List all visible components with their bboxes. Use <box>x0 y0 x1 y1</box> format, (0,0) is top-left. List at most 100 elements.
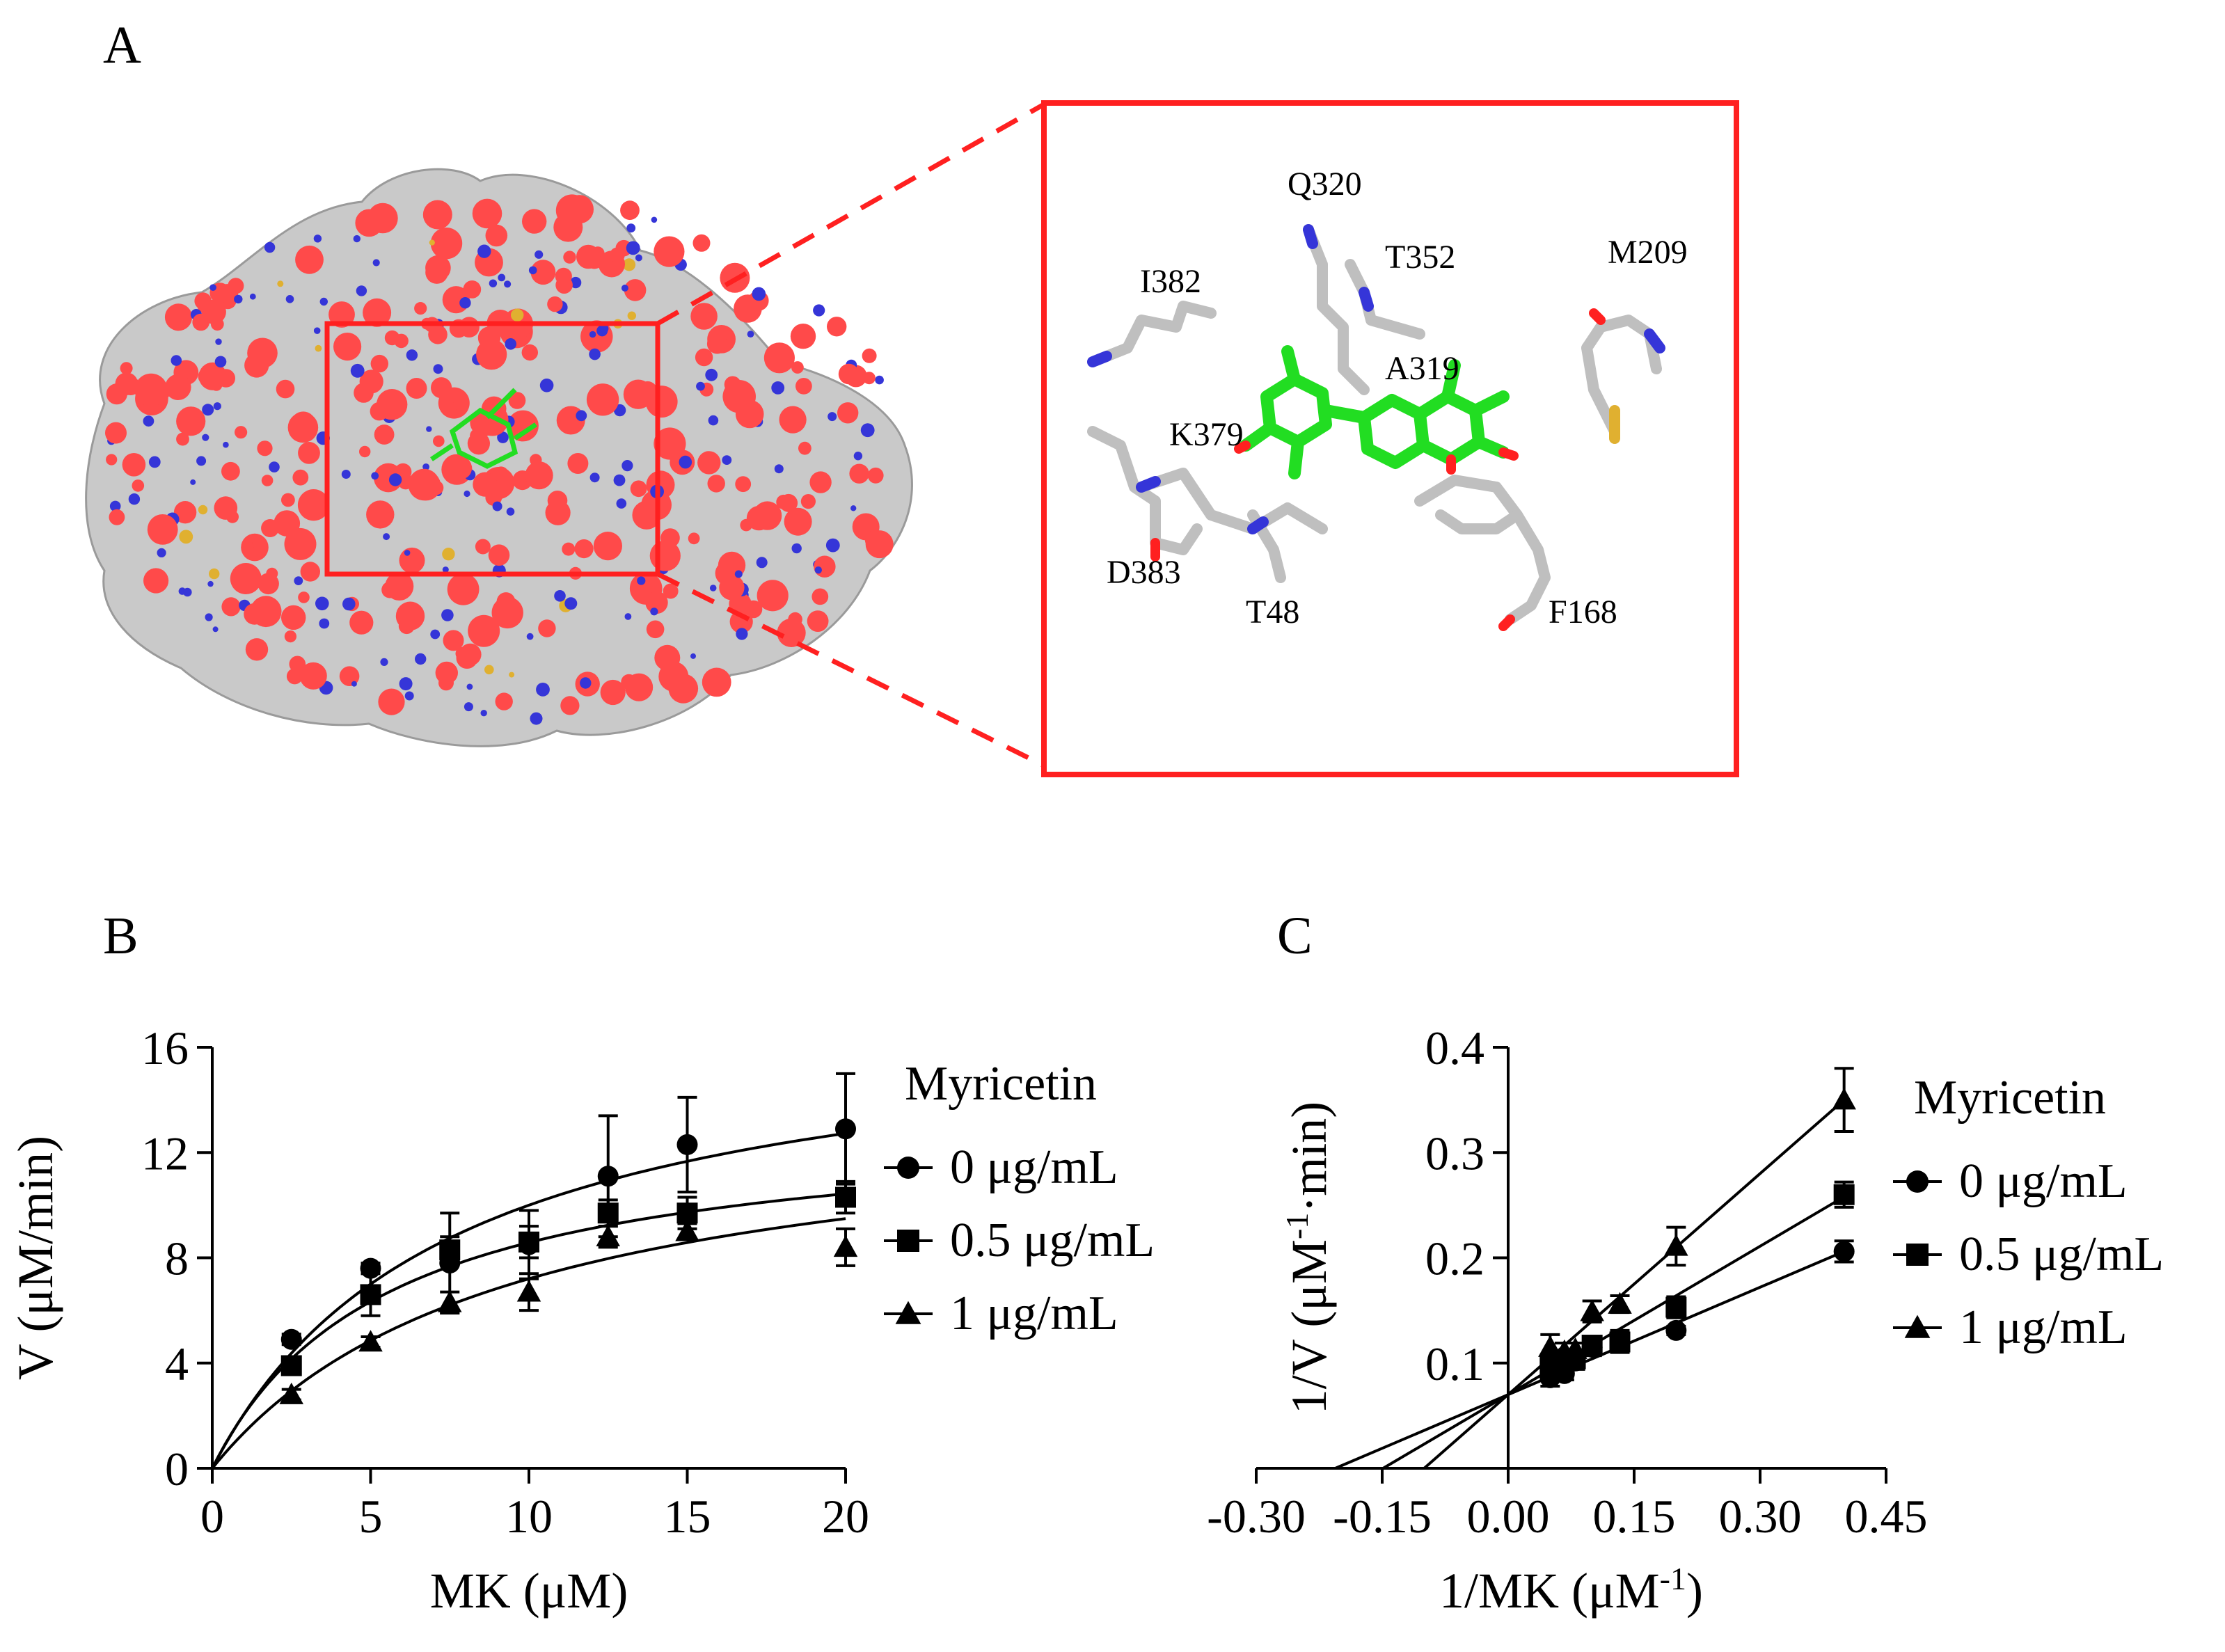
axis-title-end: ·min) <box>1281 1102 1337 1213</box>
surface-atom-patch <box>621 285 628 292</box>
surface-atom-patch <box>380 658 388 667</box>
panel-a-letter: A <box>103 16 141 74</box>
surface-atom-patch <box>692 234 711 252</box>
surface-atom-patch <box>547 296 563 312</box>
surface-atom-patch <box>328 301 355 328</box>
surface-atom-patch <box>319 297 328 306</box>
surface-atom-patch <box>333 333 362 361</box>
surface-atom-patch <box>426 426 432 432</box>
surface-atom-patch <box>299 662 327 690</box>
surface-atom-patch <box>383 533 390 541</box>
surface-atom-patch <box>109 500 121 512</box>
surface-atom-patch <box>860 423 875 438</box>
legend: Myricetin 0 μg/mL 0.5 μg/mL 1 μg/mL <box>884 1057 1155 1340</box>
surface-atom-patch <box>350 363 365 378</box>
surface-atom-patch <box>654 427 686 460</box>
surface-atom-patch <box>526 633 534 640</box>
surface-atom-patch <box>538 619 556 637</box>
x-tick-label: 10 <box>505 1490 553 1543</box>
surface-atom-patch <box>569 276 582 289</box>
data-point <box>516 1280 541 1302</box>
surface-atom-patch <box>250 596 282 628</box>
series-1 <box>1539 1180 1855 1377</box>
surface-atom-patch <box>593 532 623 561</box>
y-tick-label: 16 <box>141 1022 189 1074</box>
surface-atom-patch <box>485 224 508 247</box>
surface-atom-patch <box>498 273 506 282</box>
surface-atom-patch <box>342 597 356 611</box>
surface-atom-patch <box>475 539 491 555</box>
surface-atom-patch <box>422 463 429 470</box>
surface-atom-patch <box>372 259 380 267</box>
binding-site-box <box>324 321 660 577</box>
surface-atom-patch <box>261 475 274 486</box>
data-point <box>438 1290 462 1312</box>
surface-atom-patch <box>784 507 812 536</box>
surface-atom-patch <box>624 279 647 301</box>
residue-label: T48 <box>1246 594 1299 630</box>
surface-atom-patch <box>399 547 425 573</box>
surface-atom-patch <box>228 278 244 294</box>
surface-atom-patch <box>576 244 601 269</box>
surface-atom-patch <box>404 550 411 556</box>
surface-atom-patch <box>196 456 207 466</box>
surface-atom-patch <box>763 342 795 374</box>
legend-marker <box>1904 1315 1931 1338</box>
surface-atom-patch <box>213 402 221 411</box>
surface-atom-patch <box>226 510 239 523</box>
surface-atom-patch <box>849 463 869 484</box>
data-point <box>597 1202 619 1224</box>
surface-atom-patch <box>626 241 640 255</box>
surface-atom-patch <box>164 303 193 331</box>
surface-atom-patch <box>623 379 654 409</box>
series-1 <box>280 1180 856 1376</box>
surface-atom-patch <box>249 293 256 300</box>
surface-atom-patch <box>234 294 243 304</box>
legend-entry: 0 μg/mL <box>950 1141 1118 1194</box>
surface-atom-patch <box>292 469 309 486</box>
surface-atom-patch <box>205 613 213 621</box>
surface-atom-patch <box>388 473 402 486</box>
surface-atom-patch <box>875 375 884 385</box>
axis-title-text: V (μM/min) <box>8 1136 63 1380</box>
residue-label: M209 <box>1608 234 1688 271</box>
legend-title: Myricetin <box>1914 1071 2106 1125</box>
surface-atom-patch <box>707 475 725 493</box>
axis-title-superscript: -1 <box>1279 1213 1315 1239</box>
surface-atom-patch <box>294 576 303 585</box>
axis-title-text: MK (μM) <box>430 1563 628 1619</box>
surface-atom-patch <box>252 536 267 550</box>
ligand-in-pocket <box>430 388 537 469</box>
surface-atom-patch <box>128 493 141 505</box>
surface-atom-patch <box>600 679 626 706</box>
data-point <box>279 1382 303 1404</box>
series-0 <box>280 1072 856 1350</box>
surface-atom-patch <box>705 368 718 381</box>
data-point <box>1833 1184 1855 1205</box>
chart-b: 0 5 10 15 20 0 4 8 12 16 MK (μM) V (μM/min) Myriceti… <box>8 1022 1155 1619</box>
surface-atom-patch <box>480 709 487 717</box>
surface-atom-patch <box>635 254 642 262</box>
surface-atom-patch <box>791 543 802 554</box>
surface-atom-patch <box>719 575 745 601</box>
surface-atom-patch <box>850 505 857 511</box>
surface-atom-patch <box>756 557 768 569</box>
legend-marker <box>897 1230 919 1252</box>
axis-title-text: 1/V (μM <box>1281 1239 1337 1414</box>
surface-atom-patch <box>864 530 885 550</box>
surface-atom-patch <box>464 702 473 712</box>
surface-atom-patch <box>589 331 596 338</box>
surface-atom-patch <box>176 432 189 446</box>
x-tick-label: 5 <box>359 1490 383 1543</box>
surface-atom-patch <box>651 216 658 223</box>
panel-c: C -0.30 -0.15 0.00 0.15 0.30 0.45 0.1 0.2 0.3 0.4… <box>1207 907 2164 1619</box>
surface-atom-patch <box>425 261 448 284</box>
x-tick-label: 0 <box>200 1490 224 1543</box>
surface-atom-patch <box>201 299 226 324</box>
surface-atom-patch <box>484 665 494 675</box>
surface-atom-patch <box>734 294 762 323</box>
panel-a: A <box>85 16 1739 777</box>
surface-atom-patch <box>625 673 654 701</box>
data-point <box>835 1186 856 1208</box>
surface-atom-patch <box>286 668 303 685</box>
